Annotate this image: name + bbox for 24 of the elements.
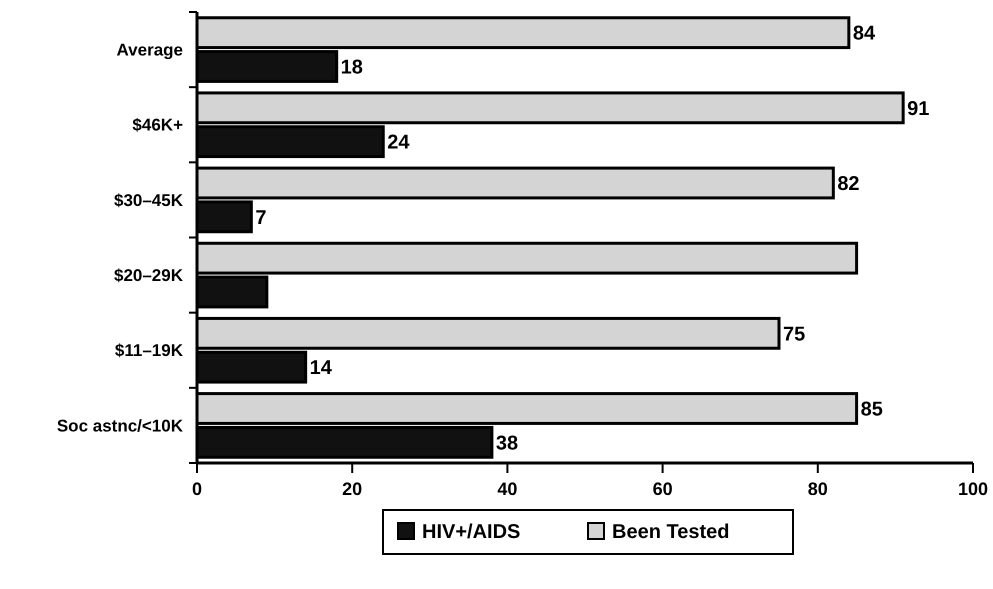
data-label: 91 <box>907 98 930 120</box>
legend-label: HIV+/AIDS <box>422 521 520 543</box>
data-label: 24 <box>387 132 410 154</box>
y-tick-label: $11–19K <box>114 341 184 360</box>
y-tick-label: $30–45K <box>114 190 184 210</box>
y-tick-label: $20–29K <box>114 266 184 286</box>
y-tick-label: Soc astnc/<10K <box>56 416 184 436</box>
data-label: 84 <box>852 22 876 45</box>
data-label: 85 <box>860 398 883 421</box>
data-label: 82 <box>837 173 860 196</box>
x-tick-label: 80 <box>808 479 828 499</box>
x-tick-label: 60 <box>652 479 673 499</box>
data-label: 14 <box>310 357 333 380</box>
y-tick-label: $46K+ <box>132 116 184 135</box>
x-tick-label: 40 <box>497 479 518 499</box>
data-label: 75 <box>783 323 806 346</box>
data-label: 7 <box>255 206 266 229</box>
data-label: 38 <box>496 432 518 454</box>
x-tick-label: 0 <box>192 479 202 499</box>
data-label: 18 <box>340 56 363 78</box>
y-tick-label: Average <box>116 40 183 60</box>
x-tick-label: 100 <box>958 479 988 499</box>
legend-label: Been Tested <box>612 521 730 543</box>
x-tick-label: 20 <box>342 479 362 499</box>
